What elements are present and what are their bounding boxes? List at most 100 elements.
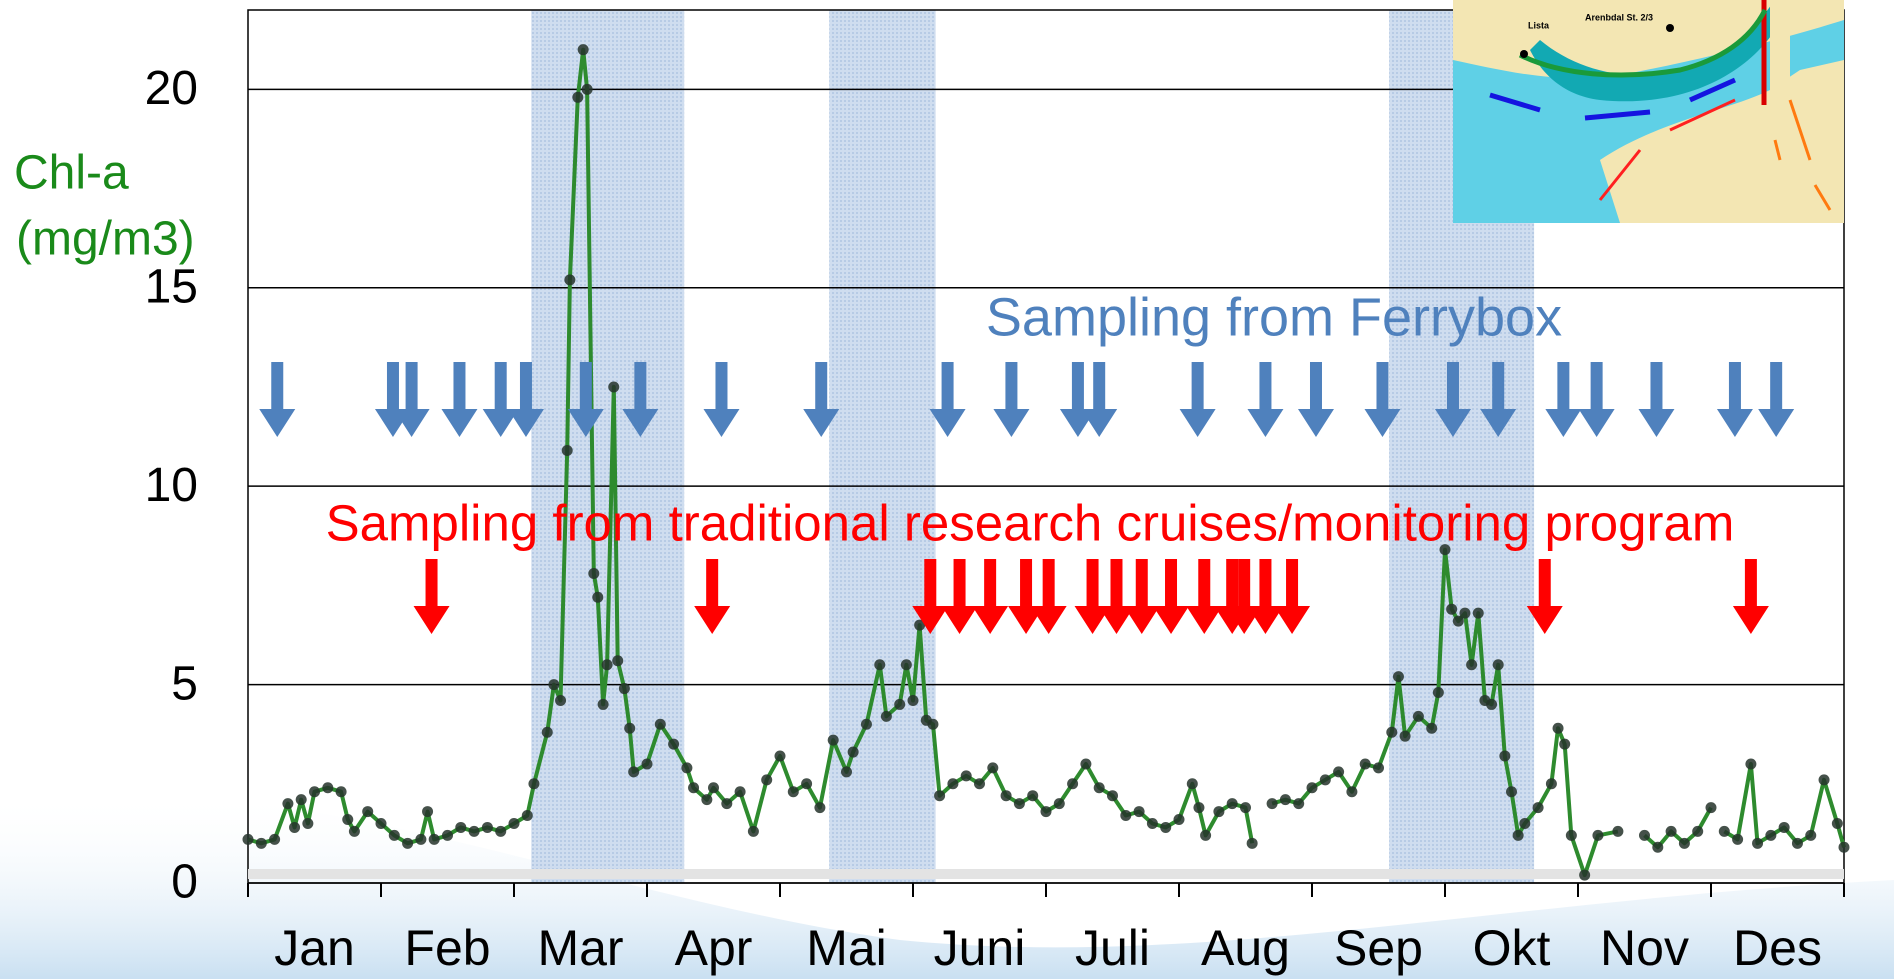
sample-arrow — [912, 559, 949, 634]
data-point — [847, 746, 859, 758]
data-point — [555, 694, 567, 706]
sample-arrow — [1638, 362, 1675, 437]
data-point — [588, 567, 600, 579]
data-point — [1652, 841, 1664, 853]
data-point — [1213, 806, 1225, 818]
data-point — [1745, 758, 1757, 770]
data-point — [1705, 802, 1717, 814]
data-point — [592, 591, 604, 603]
data-point — [572, 91, 584, 103]
data-point — [1565, 829, 1577, 841]
data-point — [1838, 841, 1850, 853]
annotation: Sampling from Ferrybox — [986, 287, 1562, 347]
data-point — [422, 806, 434, 818]
data-point — [1818, 774, 1830, 786]
data-point — [302, 817, 314, 829]
data-point — [1240, 802, 1251, 814]
sample-arrow — [1030, 559, 1067, 634]
series — [242, 44, 1850, 881]
data-point — [1472, 607, 1484, 619]
data-point — [1386, 726, 1398, 738]
data-point — [1053, 798, 1065, 810]
data-point — [612, 655, 624, 667]
data-point — [1499, 750, 1511, 762]
data-point — [289, 821, 301, 833]
data-point — [295, 794, 307, 806]
data-point — [774, 750, 786, 762]
data-point — [1306, 782, 1318, 794]
data-point — [1466, 659, 1478, 671]
x-tick-label: Aug — [1201, 920, 1290, 976]
data-point — [581, 83, 593, 95]
data-point — [1160, 821, 1172, 833]
data-point — [874, 659, 886, 671]
sample-arrow — [1297, 362, 1334, 437]
data-point — [335, 786, 347, 798]
sample-arrow — [441, 362, 478, 437]
data-point — [1107, 790, 1118, 802]
data-point — [624, 722, 636, 734]
y-axis-label: (mg/m3) — [16, 213, 195, 266]
data-point — [564, 274, 576, 286]
data-point — [1439, 544, 1451, 556]
sample-arrow — [567, 362, 604, 437]
sample-arrow — [703, 362, 740, 437]
sample-arrow — [941, 559, 978, 634]
sample-arrow — [507, 362, 544, 437]
sample-arrow — [1059, 362, 1096, 437]
data-point — [1173, 814, 1185, 826]
inset-label: Arenbdal St. 2/3 — [1585, 12, 1653, 22]
data-point — [1545, 778, 1557, 790]
data-point — [1665, 825, 1677, 837]
data-point — [548, 679, 560, 691]
annotations: Sampling from Ferrybox Sampling from trad… — [259, 287, 1795, 634]
data-point — [668, 738, 680, 750]
data-point — [1080, 758, 1092, 770]
sample-arrow — [1123, 559, 1160, 634]
sample-arrow — [1732, 559, 1769, 634]
data-point — [1426, 722, 1438, 734]
sample-arrow — [393, 362, 430, 437]
data-point — [1200, 829, 1212, 841]
sample-arrow — [1274, 559, 1311, 634]
sample-arrow — [622, 362, 659, 437]
data-point — [1512, 829, 1524, 841]
data-point — [1778, 821, 1790, 833]
sample-arrow — [1364, 362, 1401, 437]
data-point — [1718, 825, 1730, 837]
data-point — [541, 726, 553, 738]
data-point — [495, 825, 507, 837]
data-point — [1186, 778, 1198, 790]
y-tick-label: 5 — [171, 657, 198, 710]
data-point — [1791, 837, 1803, 849]
sample-arrow — [803, 362, 840, 437]
sample-arrow — [1074, 559, 1111, 634]
annotation: Sampling from traditional research cruis… — [326, 494, 1735, 551]
data-point — [1678, 837, 1690, 849]
data-point — [1412, 710, 1424, 722]
baseline-band — [248, 869, 1844, 879]
sample-arrow — [1186, 559, 1223, 634]
y-tick-label: 0 — [171, 856, 198, 909]
sample-arrow — [259, 362, 296, 437]
data-point — [1013, 798, 1025, 810]
shaded-region — [829, 10, 936, 883]
data-point — [947, 778, 959, 790]
data-point — [508, 817, 520, 829]
data-point — [1805, 829, 1817, 841]
data-point — [1752, 837, 1764, 849]
sample-arrow — [1247, 559, 1284, 634]
background-wave — [0, 792, 1894, 979]
data-point — [255, 837, 267, 849]
data-point — [1432, 687, 1444, 699]
data-point — [934, 790, 946, 802]
sample-arrow — [482, 362, 519, 437]
data-point — [907, 694, 919, 706]
sample-arrow — [1153, 559, 1190, 634]
data-point — [1692, 825, 1704, 837]
sample-arrow — [1434, 362, 1471, 437]
data-point — [481, 821, 493, 833]
data-point — [322, 782, 334, 794]
data-point — [1452, 615, 1464, 627]
data-point — [1226, 798, 1238, 810]
